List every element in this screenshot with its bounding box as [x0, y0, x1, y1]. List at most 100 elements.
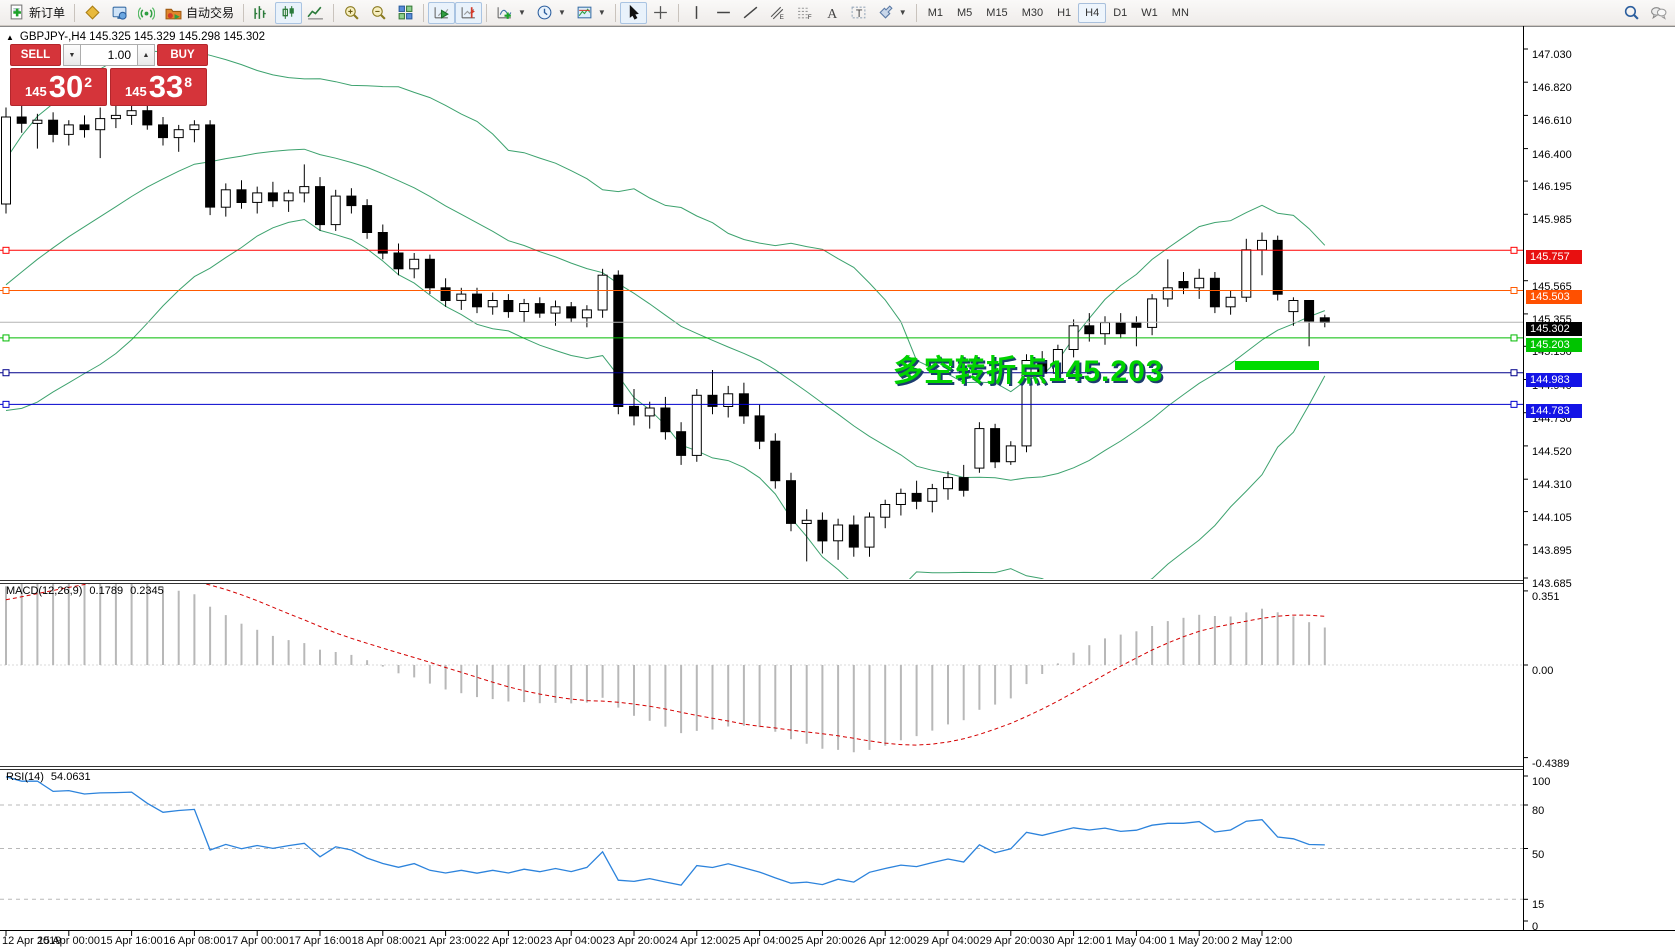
- rsi-value: 54.0631: [50, 771, 91, 783]
- buy-price-point: 8: [184, 74, 192, 90]
- macd-histogram: [5, 584, 1326, 753]
- candlestick-chart-button[interactable]: [275, 1, 303, 24]
- rsi-name: RSI(14): [6, 771, 44, 783]
- auto-scroll-button[interactable]: [428, 1, 456, 24]
- text-button[interactable]: A: [818, 2, 845, 24]
- new-order-button-icon: [10, 4, 23, 20]
- chart-shift-button[interactable]: [455, 1, 483, 24]
- tile-windows-button[interactable]: [392, 2, 419, 24]
- horizontal-line-button-icon: [716, 11, 730, 14]
- text-button-icon: A: [827, 6, 837, 21]
- templates-button[interactable]: ▼: [571, 2, 611, 24]
- network-button[interactable]: [133, 2, 160, 24]
- line-chart-button[interactable]: [302, 2, 329, 24]
- rsi-tick-label: 15: [1532, 899, 1545, 911]
- vertical-line-button-icon: [695, 6, 698, 19]
- metaeditor-button[interactable]: [79, 2, 106, 24]
- crosshair-button-icon: [653, 6, 667, 19]
- svg-text:E: E: [779, 14, 783, 21]
- search-icon: [1624, 5, 1639, 20]
- toolbar-separator: [74, 3, 76, 22]
- chat-button[interactable]: [1645, 2, 1672, 24]
- support-highlight-bar: [1235, 361, 1319, 370]
- time-tick-label: 16 Apr 08:00: [163, 935, 226, 947]
- timeframe-m5-button[interactable]: M5: [957, 6, 973, 19]
- shapes-button[interactable]: ▼: [872, 2, 912, 24]
- current-price-badge: 145.302: [1526, 322, 1582, 336]
- sell-button[interactable]: SELL: [10, 44, 61, 66]
- price-tick-label: 143.685: [1532, 578, 1572, 590]
- rsi-tick-label: 0: [1532, 921, 1539, 933]
- timeframe-m15-button[interactable]: M15: [986, 6, 1008, 19]
- templates-button-icon: [577, 6, 592, 19]
- autotrading-button-label: 自动交易: [186, 6, 235, 20]
- time-tick-label: 12 Apr 2019: [2, 935, 62, 947]
- volume-increase-button[interactable]: ▲: [137, 44, 155, 66]
- channel-button[interactable]: E: [764, 2, 791, 24]
- sell-price-button[interactable]: 145 30 2: [10, 68, 107, 106]
- main-toolbar: 新订单 自动交易 ▼ ▼ ▼ E F A T ▼ M1 M5 M15 M30 H1 H4 D1 W1 MN: [0, 0, 1675, 26]
- price-tick-label: 144.310: [1532, 479, 1572, 491]
- zoom-out-button[interactable]: [365, 2, 392, 24]
- indicators-button[interactable]: ▼: [491, 2, 531, 24]
- toolbar-separator: [486, 3, 488, 22]
- timeframe-d1-button[interactable]: D1: [1113, 6, 1128, 19]
- price-tick-label: 143.895: [1532, 545, 1572, 557]
- macd-tick-label: 0.00: [1532, 665, 1554, 677]
- price-tick-label: 144.105: [1532, 512, 1572, 524]
- new-order-button[interactable]: 新订单: [3, 2, 70, 24]
- fibonacci-button[interactable]: F: [791, 2, 818, 24]
- time-tick-label: 22 Apr 12:00: [477, 935, 540, 947]
- chat-icon: [1651, 7, 1667, 20]
- time-tick-label: 30 Apr 12:00: [1042, 935, 1105, 947]
- label-button-icon: T: [851, 6, 866, 20]
- timeframe-mn-button[interactable]: MN: [1171, 6, 1189, 19]
- periods-button[interactable]: ▼: [531, 2, 571, 24]
- autotrading-button-icon: [165, 8, 182, 20]
- label-button[interactable]: T: [845, 2, 872, 24]
- indicators-button-icon: [497, 7, 512, 19]
- vertical-line-button[interactable]: [683, 2, 710, 24]
- bar-chart-button[interactable]: [248, 2, 275, 24]
- periods-button-icon: [537, 5, 552, 20]
- terminal-button[interactable]: [106, 2, 133, 24]
- timeframe-h1-button[interactable]: H1: [1057, 6, 1072, 19]
- buy-button[interactable]: BUY: [157, 44, 208, 66]
- buy-price-figure: 145: [125, 84, 147, 99]
- zoom-in-button-icon: [345, 6, 359, 20]
- macd-tick-label: 0.351: [1532, 591, 1560, 603]
- volume-decrease-button[interactable]: ▼: [63, 44, 81, 66]
- zoom-in-button[interactable]: [338, 2, 365, 24]
- crosshair-button[interactable]: [647, 2, 674, 24]
- timeframe-m1-button[interactable]: M1: [927, 6, 943, 19]
- buy-price-button[interactable]: 145 33 8: [110, 68, 207, 106]
- zoom-out-button-icon: [372, 6, 386, 20]
- candlestick-chart-button-icon: [282, 6, 294, 19]
- timeframe-w1-button[interactable]: W1: [1141, 6, 1158, 19]
- trendline-button-icon: [743, 6, 758, 19]
- time-tick-label: 29 Apr 04:00: [916, 935, 980, 947]
- shapes-button-icon: [879, 5, 893, 19]
- cursor-button[interactable]: [619, 1, 647, 24]
- dropdown-caret-icon: ▼: [597, 8, 606, 17]
- collapse-panel-icon[interactable]: ▲: [6, 32, 14, 42]
- timeframe-m30-button[interactable]: M30: [1021, 6, 1044, 19]
- time-tick-label: 17 Apr 16:00: [288, 935, 352, 947]
- trendline-button[interactable]: [737, 2, 764, 24]
- volume-input[interactable]: [81, 44, 137, 66]
- horizontal-line-button[interactable]: [710, 2, 737, 24]
- chart-canvas[interactable]: [0, 26, 1675, 949]
- rsi-tick-label: 80: [1532, 805, 1545, 817]
- symbol-ohlc-text: GBPJPY-,H4 145.325 145.329 145.298 145.3…: [19, 31, 266, 43]
- time-tick-label: 1 May 20:00: [1168, 935, 1230, 947]
- time-tick-label: 1 May 04:00: [1106, 935, 1167, 947]
- search-button[interactable]: [1618, 2, 1645, 24]
- time-tick-label: 21 Apr 23:00: [414, 935, 477, 947]
- level-price-badge: 145.757: [1526, 250, 1582, 264]
- timeframe-h4-button[interactable]: H4: [1078, 2, 1107, 23]
- autotrading-button[interactable]: 自动交易: [160, 2, 239, 24]
- toolbar-separator: [915, 3, 917, 22]
- tile-windows-button-icon: [398, 5, 413, 20]
- new-order-button-label: 新订单: [29, 6, 66, 20]
- time-tick-label: 15 Apr 16:00: [100, 935, 163, 947]
